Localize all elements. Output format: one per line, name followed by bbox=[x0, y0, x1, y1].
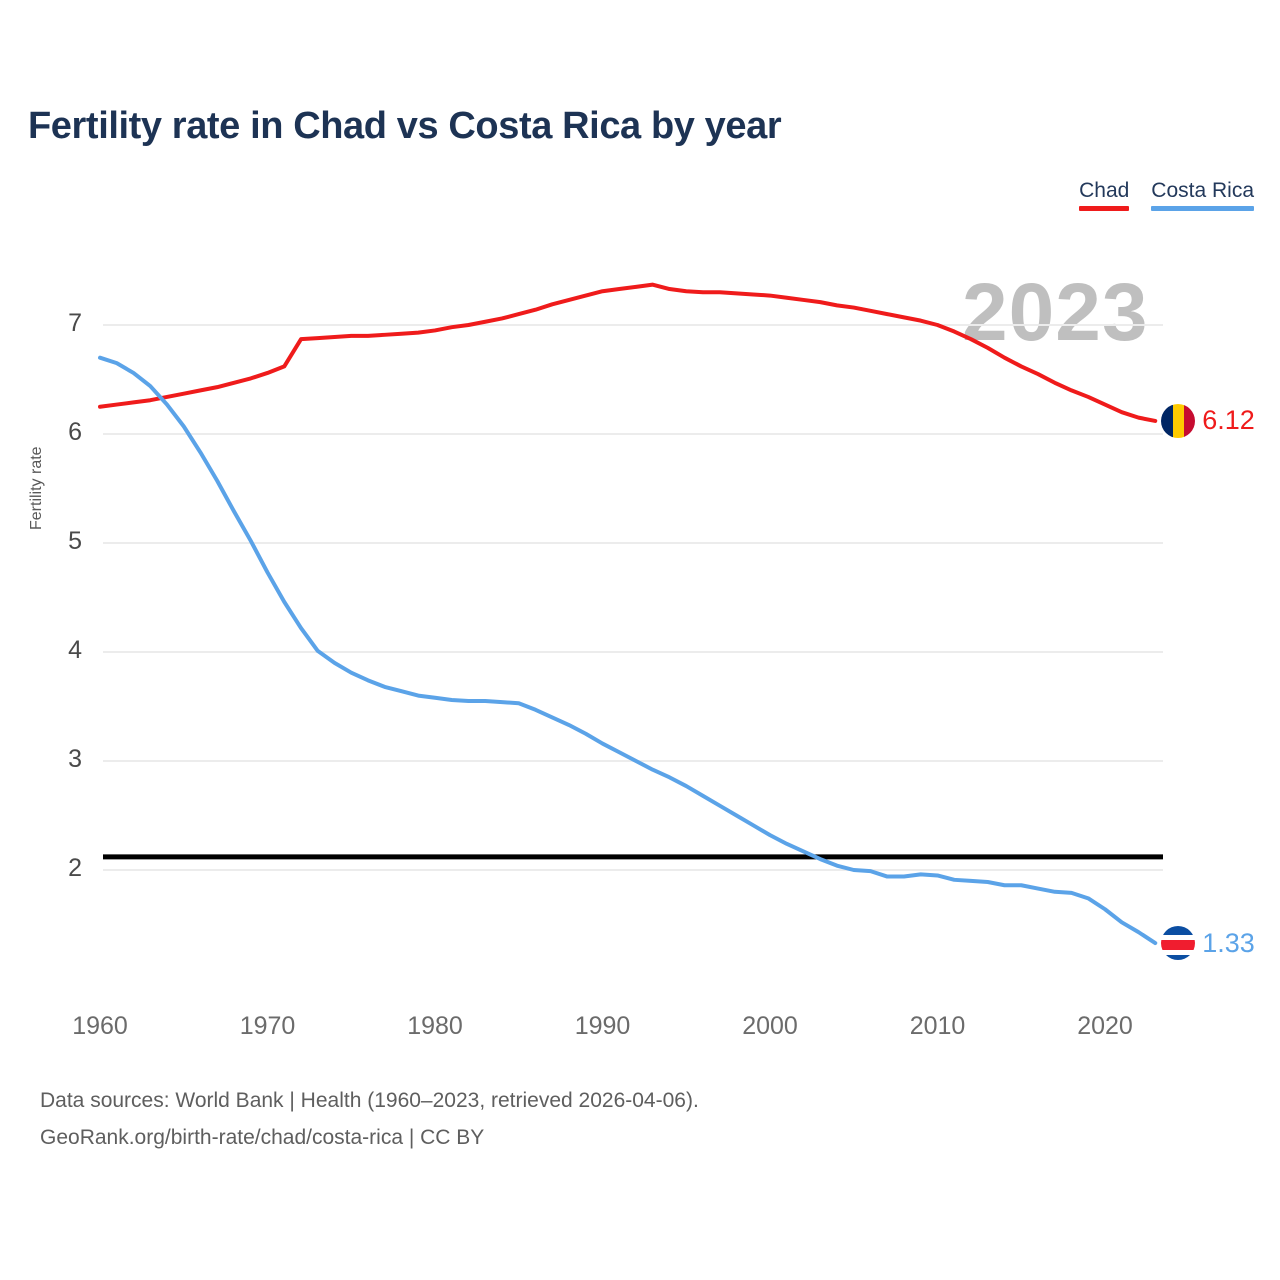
footer-attribution: Data sources: World Bank | Health (1960–… bbox=[40, 1083, 699, 1157]
costa-rica-flag-icon bbox=[1161, 926, 1196, 960]
legend-swatch-costa-rica bbox=[1151, 206, 1254, 212]
year-watermark: 2023 bbox=[962, 267, 1149, 358]
legend-label-costa-rica: Costa Rica bbox=[1151, 179, 1254, 202]
y-axis-tick-label: 2 bbox=[68, 854, 82, 882]
y-axis-tick-label: 6 bbox=[68, 418, 82, 446]
x-axis-tick-label: 2020 bbox=[1077, 1012, 1133, 1040]
x-axis-tick-label: 1980 bbox=[407, 1012, 463, 1040]
y-axis-title: Fertility rate bbox=[28, 446, 45, 530]
endpoint-chad: 6.12 bbox=[1161, 403, 1255, 438]
y-axis-tick-label: 3 bbox=[68, 745, 82, 773]
x-axis-tick-label: 1960 bbox=[72, 1012, 128, 1040]
endpoint-costa-rica: 1.33 bbox=[1161, 926, 1255, 960]
y-axis-tick-label: 7 bbox=[68, 309, 82, 337]
footer-line-1: Data sources: World Bank | Health (1960–… bbox=[40, 1089, 699, 1112]
y-axis-tick-label: 5 bbox=[68, 527, 82, 555]
page-title: Fertility rate in Chad vs Costa Rica by … bbox=[28, 105, 782, 147]
x-axis-tick-label: 2000 bbox=[742, 1012, 798, 1040]
x-axis-tick-label: 1970 bbox=[239, 1012, 296, 1040]
x-axis-tick-label: 1990 bbox=[574, 1012, 631, 1040]
legend-swatch-chad bbox=[1079, 206, 1130, 212]
legend-label-chad: Chad bbox=[1079, 179, 1130, 202]
y-axis-tick-label: 4 bbox=[68, 636, 82, 664]
footer-line-2: GeoRank.org/birth-rate/chad/costa-rica |… bbox=[40, 1125, 485, 1149]
endpoint-value-chad: 6.12 bbox=[1202, 405, 1255, 436]
chad-flag-icon bbox=[1161, 403, 1196, 438]
legend-item-costa-rica[interactable]: Costa Rica bbox=[1151, 179, 1254, 212]
legend-item-chad[interactable]: Chad bbox=[1079, 179, 1130, 212]
chart-legend: Chad Costa Rica bbox=[1079, 179, 1254, 212]
x-axis-tick-label: 2010 bbox=[909, 1012, 966, 1040]
endpoint-value-costa-rica: 1.33 bbox=[1202, 927, 1255, 958]
